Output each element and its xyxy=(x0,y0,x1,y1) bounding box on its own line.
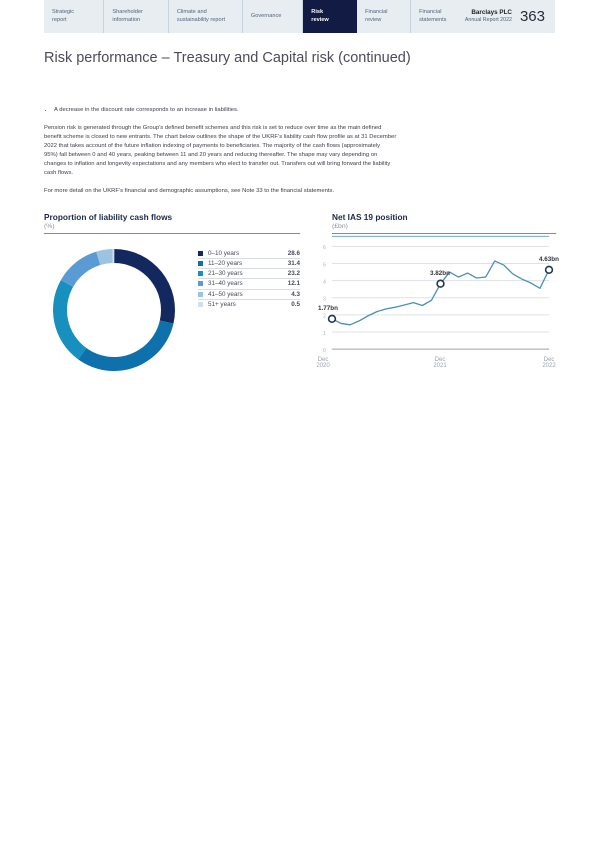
svg-text:5: 5 xyxy=(323,262,326,268)
svg-text:1: 1 xyxy=(323,331,326,337)
svg-text:4: 4 xyxy=(323,279,326,285)
svg-text:0: 0 xyxy=(323,348,326,354)
svg-text:2: 2 xyxy=(323,314,326,320)
svg-text:3: 3 xyxy=(323,297,326,303)
svg-text:6: 6 xyxy=(323,245,326,251)
